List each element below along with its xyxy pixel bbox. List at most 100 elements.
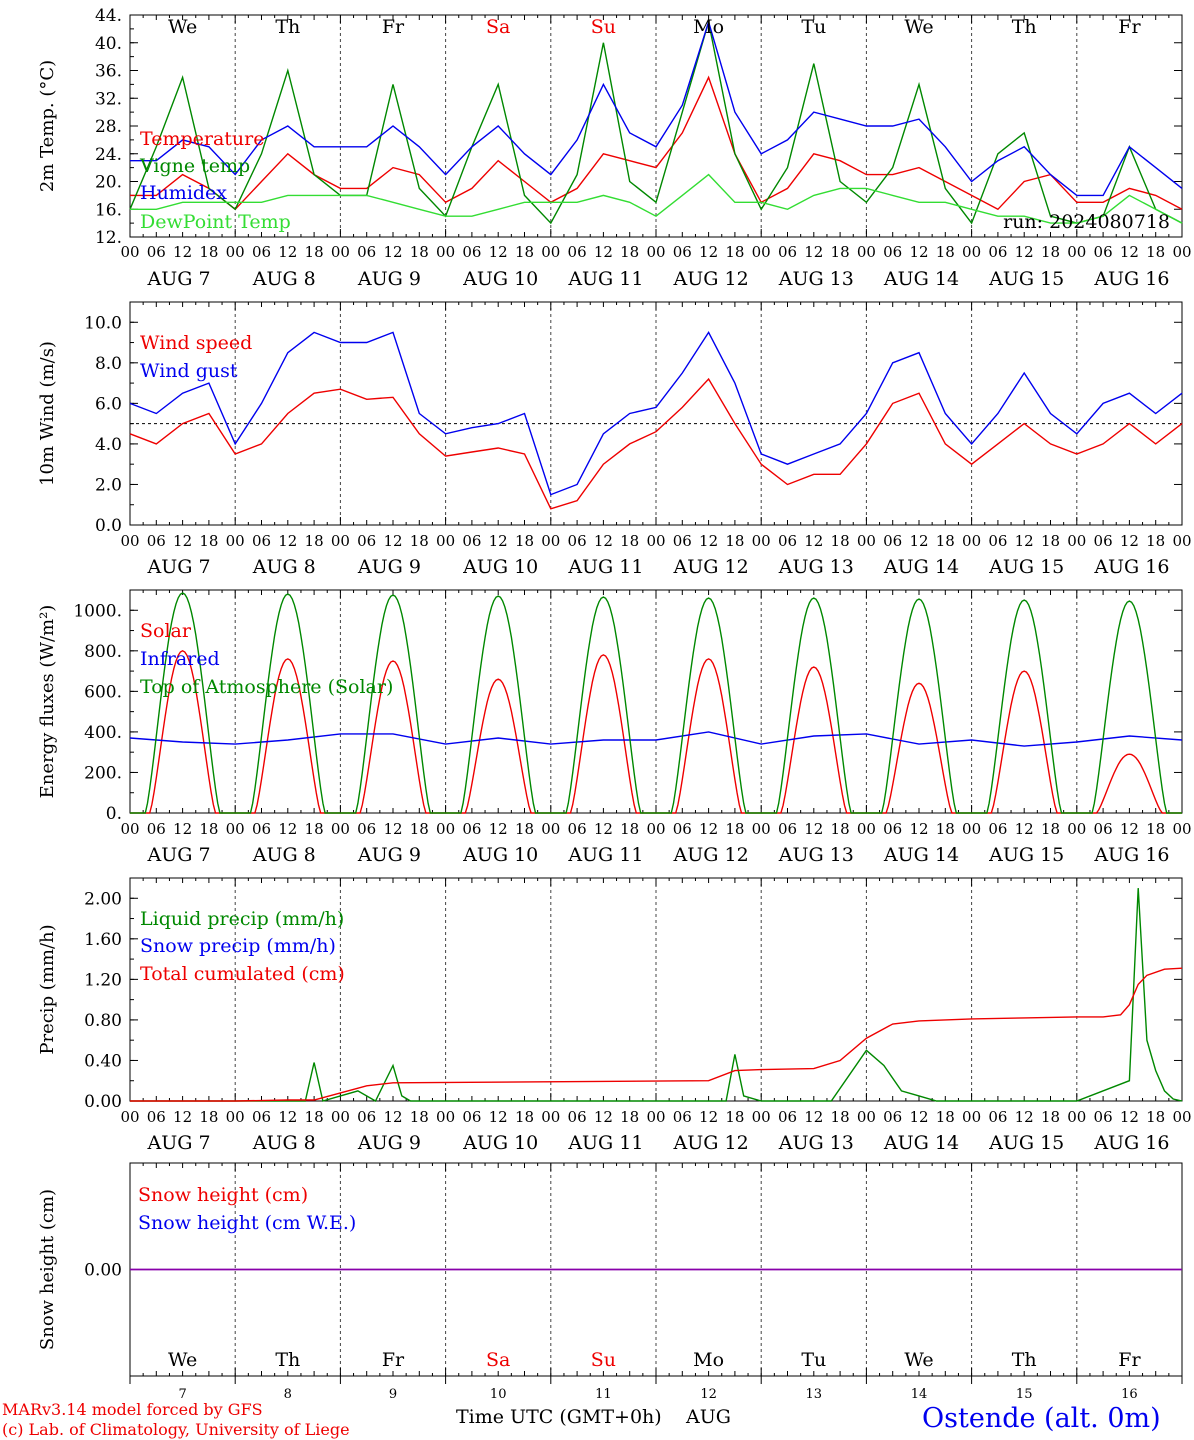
- hour-label: 00: [226, 820, 245, 838]
- hour-label: 00: [226, 1108, 245, 1126]
- hour-label: 00: [646, 243, 665, 261]
- hour-label: 06: [1094, 820, 1113, 838]
- date-label: AUG 12: [673, 268, 749, 290]
- hour-label: 18: [936, 820, 955, 838]
- date-label: AUG 8: [252, 556, 316, 578]
- day-name: Th: [1012, 1349, 1037, 1371]
- date-label: AUG 7: [147, 844, 211, 866]
- run-label: run: 2024080718: [1003, 211, 1170, 233]
- panel-4: [129, 877, 1183, 1102]
- hour-label: 00: [962, 1108, 981, 1126]
- day-number: 8: [284, 1387, 292, 1402]
- legend-entry: Wind speed: [140, 332, 252, 354]
- date-label: AUG 13: [778, 556, 854, 578]
- hour-label: 00: [646, 820, 665, 838]
- hour-label: 06: [988, 243, 1007, 261]
- date-label: AUG 12: [673, 556, 749, 578]
- y-axis-title: Snow height (cm): [37, 1189, 58, 1350]
- y-axis-title: Precip (mm/h): [37, 924, 58, 1054]
- hour-label: 06: [252, 532, 271, 550]
- y-tick-label: 16.: [95, 200, 122, 220]
- panel-2: [129, 301, 1183, 526]
- hour-label: 00: [226, 532, 245, 550]
- hour-label: 18: [410, 1108, 429, 1126]
- day-name: Th: [1012, 16, 1037, 38]
- hour-label: 00: [1172, 1108, 1191, 1126]
- month-label: AUG: [686, 1406, 731, 1428]
- legend-entry: Liquid precip (mm/h): [140, 908, 344, 930]
- hour-label: 00: [436, 243, 455, 261]
- hour-label: 12: [804, 1108, 823, 1126]
- hour-label: 18: [305, 820, 324, 838]
- hour-label: 06: [147, 243, 166, 261]
- hour-label: 18: [305, 1108, 324, 1126]
- hour-label: 12: [699, 532, 718, 550]
- day-name: We: [904, 1349, 933, 1371]
- hour-label: 12: [489, 1108, 508, 1126]
- day-name: Th: [275, 1349, 300, 1371]
- legend-entry: Temperature: [140, 128, 264, 150]
- hour-label: 00: [331, 1108, 350, 1126]
- day-name: Fr: [382, 1349, 405, 1371]
- hour-label: 12: [173, 243, 192, 261]
- hour-label: 06: [673, 1108, 692, 1126]
- y-tick-label: 44.: [95, 6, 122, 26]
- series-line: [130, 173, 1183, 224]
- hour-label: 06: [462, 532, 481, 550]
- model-credit: MARv3.14 model forced by GFS: [2, 1400, 263, 1419]
- hour-label: 00: [541, 532, 560, 550]
- legend-entry: DewPoint Temp: [140, 211, 291, 233]
- y-tick-label: 2.0: [95, 475, 122, 495]
- hour-label: 06: [568, 532, 587, 550]
- y-tick-label: 36.: [95, 62, 122, 82]
- hour-label: 06: [883, 243, 902, 261]
- hour-label: 12: [383, 820, 402, 838]
- panel-5: [129, 1162, 1183, 1377]
- day-name: Fr: [1118, 1349, 1141, 1371]
- legend-entry: Humidex: [140, 182, 227, 204]
- date-label: AUG 10: [462, 844, 538, 866]
- hour-label: 12: [909, 820, 928, 838]
- hour-label: 06: [357, 532, 376, 550]
- series-line: [130, 592, 1182, 814]
- hour-label: 18: [199, 1108, 218, 1126]
- hour-label: 00: [1067, 532, 1086, 550]
- y-tick-label: 0.0: [95, 516, 122, 536]
- hour-label: 18: [725, 532, 744, 550]
- day-name: Tu: [801, 16, 826, 38]
- hour-label: 12: [1015, 243, 1034, 261]
- y-tick-label: 200.: [84, 763, 122, 783]
- date-label: AUG 15: [988, 844, 1064, 866]
- hour-label: 18: [620, 820, 639, 838]
- date-label: AUG 10: [462, 268, 538, 290]
- y-axis-title: Energy fluxes (W/m²): [37, 605, 58, 799]
- y-tick-label: 1.60: [84, 930, 122, 950]
- hour-label: 18: [1041, 243, 1060, 261]
- hour-label: 12: [1015, 532, 1034, 550]
- day-name: Sa: [486, 16, 510, 38]
- hour-label: 00: [962, 532, 981, 550]
- panel-1: [129, 14, 1183, 238]
- hour-label: 18: [936, 243, 955, 261]
- series-line: [129, 331, 1183, 496]
- hour-label: 18: [1041, 820, 1060, 838]
- hour-label: 06: [568, 1108, 587, 1126]
- hour-label: 12: [1015, 820, 1034, 838]
- hour-label: 18: [1146, 1108, 1165, 1126]
- hour-label: 18: [831, 1108, 850, 1126]
- hour-label: 06: [778, 532, 797, 550]
- hour-label: 00: [331, 532, 350, 550]
- day-number: 10: [490, 1387, 507, 1402]
- hour-label: 18: [620, 1108, 639, 1126]
- date-label: AUG 13: [778, 268, 854, 290]
- hour-label: 18: [410, 243, 429, 261]
- hour-label: 12: [278, 1108, 297, 1126]
- hour-label: 06: [252, 243, 271, 261]
- date-label: AUG 16: [1093, 556, 1169, 578]
- hour-label: 12: [278, 532, 297, 550]
- date-label: AUG 7: [147, 1132, 211, 1154]
- y-tick-label: 600.: [84, 682, 122, 702]
- legend-entry: Top of Atmosphere (Solar): [140, 676, 393, 698]
- hour-label: 00: [752, 243, 771, 261]
